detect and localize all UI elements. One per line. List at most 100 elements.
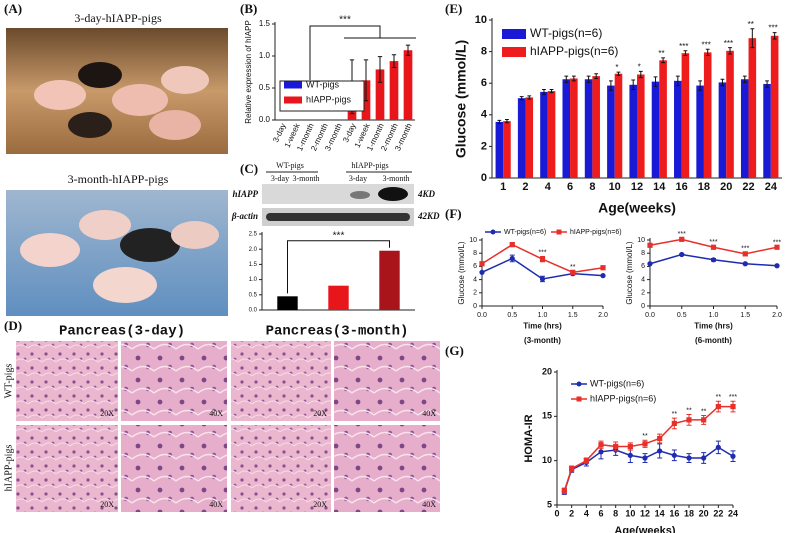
bar bbox=[375, 69, 385, 120]
significance: *** bbox=[729, 394, 737, 401]
y-tick-label: 2.5 bbox=[249, 232, 258, 238]
marker bbox=[509, 242, 515, 248]
error-bar bbox=[638, 70, 643, 79]
histology-image bbox=[121, 341, 227, 421]
error-bar bbox=[772, 32, 777, 40]
error-bar bbox=[564, 75, 569, 83]
marker bbox=[742, 261, 748, 267]
bar bbox=[584, 79, 593, 178]
group-label: WT-pigs bbox=[276, 161, 304, 170]
bar bbox=[770, 35, 779, 178]
marker bbox=[570, 269, 576, 275]
error-bar bbox=[653, 76, 658, 87]
significance: * bbox=[615, 63, 618, 72]
protein-label: β-actin bbox=[231, 211, 258, 221]
x-tick-label: 14 bbox=[653, 181, 666, 193]
legend-label: WT-pigs(n=6) bbox=[590, 378, 644, 388]
bar bbox=[748, 38, 757, 178]
marker bbox=[539, 256, 546, 262]
row-label: WT-pigs bbox=[3, 364, 14, 399]
bar bbox=[696, 85, 704, 178]
error-bar bbox=[405, 44, 411, 56]
pig-illustration bbox=[20, 210, 219, 303]
marker bbox=[679, 251, 685, 258]
y-tick-label: 0.5 bbox=[249, 292, 258, 298]
bar bbox=[562, 79, 571, 178]
x-tick-label: 8 bbox=[589, 181, 595, 193]
x-tick-label: 2 bbox=[522, 181, 528, 193]
legend-label: WT-pigs(n=6) bbox=[530, 26, 602, 40]
x-tick-label: 20 bbox=[699, 508, 709, 518]
y-tick-label: 2.0 bbox=[249, 247, 258, 253]
bar bbox=[629, 84, 637, 178]
bar bbox=[651, 81, 660, 178]
marker bbox=[710, 244, 717, 250]
row-label: hIAPP-pigs bbox=[3, 445, 14, 492]
significance: ** bbox=[748, 20, 754, 29]
bar bbox=[389, 61, 399, 120]
marker bbox=[715, 403, 721, 410]
panel-label: (E) bbox=[445, 1, 462, 16]
y-tick-label: 0 bbox=[641, 303, 645, 310]
magnification: 40X bbox=[209, 500, 223, 509]
marker bbox=[479, 269, 485, 275]
marker bbox=[671, 420, 677, 427]
legend-marker bbox=[576, 396, 582, 402]
bar bbox=[592, 76, 600, 178]
error-bar bbox=[616, 71, 621, 76]
y-tick-label: 4 bbox=[641, 276, 645, 283]
y-axis-label: Glucose (mmol/L) bbox=[457, 241, 466, 304]
error-bar bbox=[519, 96, 524, 101]
bar bbox=[540, 91, 548, 178]
size-label: 42KD bbox=[417, 211, 440, 221]
x-tick-label: 0.5 bbox=[507, 312, 517, 319]
marker bbox=[671, 452, 677, 458]
marker bbox=[657, 435, 663, 442]
bar bbox=[718, 82, 727, 178]
marker bbox=[657, 448, 663, 454]
x-tick-label: 14 bbox=[655, 508, 665, 518]
y-tick-label: 4 bbox=[481, 109, 488, 121]
y-tick-label: 2 bbox=[641, 290, 645, 297]
panel-label: (B) bbox=[240, 1, 257, 16]
x-tick-label: 22 bbox=[742, 181, 754, 193]
y-tick-label: 4 bbox=[473, 276, 477, 283]
y-tick-label: 6 bbox=[473, 263, 477, 270]
marker bbox=[710, 257, 717, 263]
blot-spot bbox=[350, 191, 370, 199]
x-axis-label: Age(weeks) bbox=[598, 199, 676, 215]
marker bbox=[598, 442, 604, 448]
y-tick-label: 20 bbox=[542, 366, 552, 376]
y-tick-label: 6 bbox=[641, 263, 645, 270]
legend-label: WT-pigs(n=6) bbox=[504, 229, 546, 236]
significance: *** bbox=[709, 239, 717, 246]
legend-marker bbox=[576, 381, 582, 387]
y-tick-label: 10 bbox=[542, 455, 552, 465]
x-tick-label: 6 bbox=[598, 508, 603, 518]
marker bbox=[701, 455, 707, 461]
error-bar bbox=[698, 80, 703, 91]
y-tick-label: 15 bbox=[542, 411, 552, 421]
error-bar bbox=[377, 56, 383, 83]
x-tick-label: 0.5 bbox=[677, 312, 687, 319]
x-tick-label: 10 bbox=[609, 181, 621, 193]
x-tick-label: 4 bbox=[545, 181, 552, 193]
y-tick-label: 5 bbox=[547, 499, 552, 509]
significance: *** bbox=[701, 40, 710, 49]
error-bar bbox=[765, 80, 769, 88]
marker bbox=[642, 441, 648, 447]
error-bar bbox=[542, 89, 546, 95]
significance: ** bbox=[716, 394, 722, 401]
legend-marker bbox=[490, 229, 496, 235]
significance: *** bbox=[741, 245, 749, 252]
y-tick-label: 1.5 bbox=[249, 262, 258, 268]
bar bbox=[763, 83, 771, 178]
x-tick-label: 4 bbox=[584, 508, 589, 518]
marker bbox=[730, 403, 736, 410]
legend-swatch bbox=[502, 47, 526, 57]
y-tick-label: 0.5 bbox=[259, 83, 271, 92]
significance: ** bbox=[672, 411, 678, 418]
y-tick-label: 8 bbox=[481, 46, 487, 58]
y-tick-label: 1.5 bbox=[259, 19, 271, 28]
histology-image bbox=[16, 425, 118, 512]
